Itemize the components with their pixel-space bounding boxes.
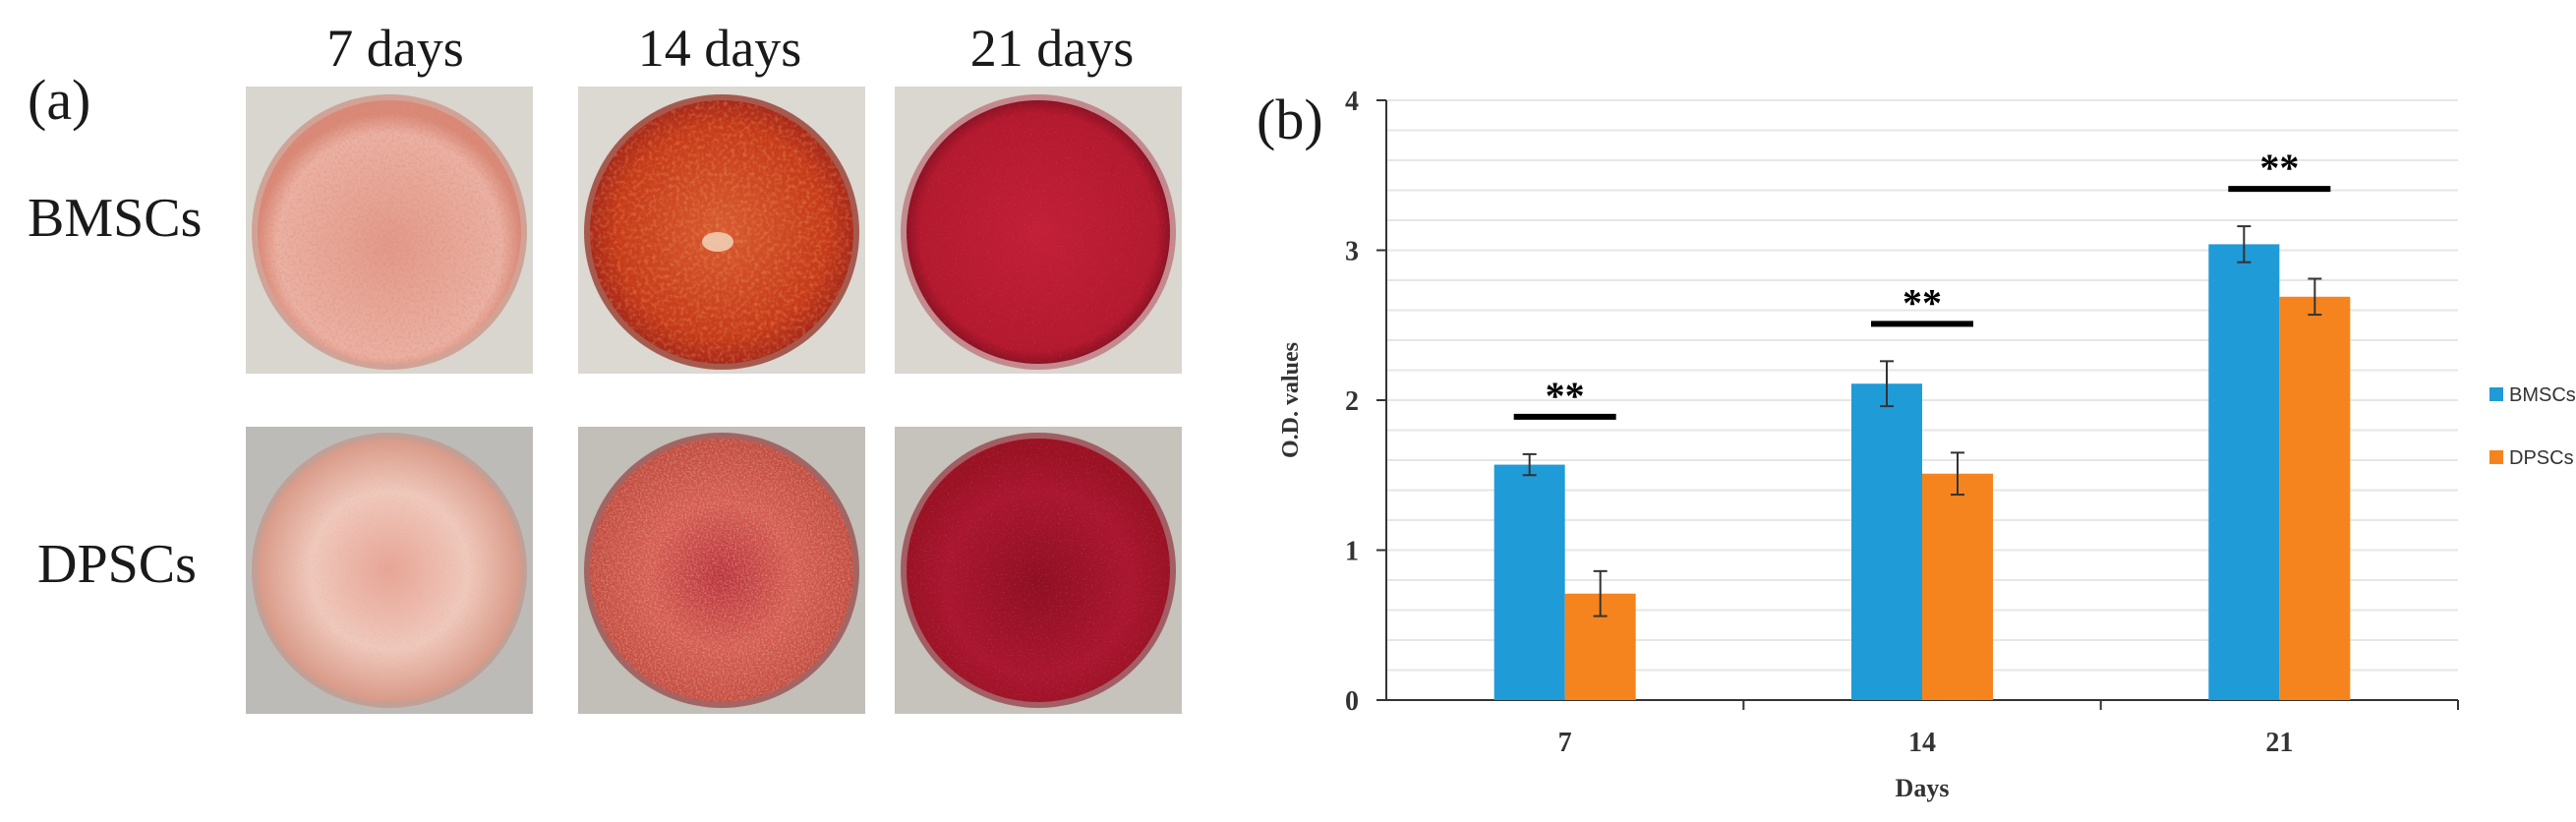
column-label-7-days: 7 days bbox=[326, 19, 464, 78]
x-tick-label: 21 bbox=[2265, 728, 2293, 758]
row-label-bmscs: BMSCs bbox=[28, 188, 203, 249]
y-tick-label: 1 bbox=[1345, 537, 1359, 567]
bar-dpscs-14 bbox=[1922, 473, 1993, 700]
y-tick-label: 3 bbox=[1345, 237, 1359, 267]
legend-swatch-bmscs bbox=[2489, 387, 2503, 401]
significance-label: ** bbox=[1903, 280, 1942, 324]
x-axis-label: Days bbox=[1896, 774, 1950, 802]
y-tick-label: 0 bbox=[1345, 686, 1359, 717]
legend-label-bmscs: BMSCs bbox=[2509, 384, 2576, 406]
well-dpscs-21-days bbox=[895, 427, 1182, 714]
panel-b-label: (b) bbox=[1257, 88, 1323, 151]
well-bmscs-21-days bbox=[895, 87, 1182, 374]
bar-bmscs-21 bbox=[2208, 244, 2280, 700]
bar-dpscs-21 bbox=[2279, 296, 2351, 700]
significance-label: ** bbox=[2259, 146, 2299, 190]
well-dpscs-7-days bbox=[246, 427, 533, 714]
well-bmscs-14-days bbox=[578, 87, 865, 374]
x-tick-label: 7 bbox=[1558, 728, 1572, 758]
well-bmscs-7-days bbox=[246, 87, 533, 374]
y-tick-label: 2 bbox=[1345, 386, 1359, 417]
bar-bmscs-7 bbox=[1493, 464, 1565, 700]
panel-a-label: (a) bbox=[28, 68, 91, 132]
significance-label: ** bbox=[1546, 374, 1585, 418]
legend-label-dpscs: DPSCs bbox=[2509, 447, 2574, 469]
row-label-dpscs: DPSCs bbox=[37, 534, 197, 595]
column-label-14-days: 14 days bbox=[637, 19, 802, 78]
x-tick-label: 14 bbox=[1908, 728, 1936, 758]
y-axis-label: O.D. values bbox=[1278, 342, 1304, 458]
y-tick-label: 4 bbox=[1345, 87, 1359, 117]
bar-bmscs-14 bbox=[1851, 383, 1922, 700]
column-label-21-days: 21 days bbox=[969, 19, 1135, 78]
legend-swatch-dpscs bbox=[2489, 450, 2503, 464]
well-dpscs-14-days bbox=[578, 427, 865, 714]
